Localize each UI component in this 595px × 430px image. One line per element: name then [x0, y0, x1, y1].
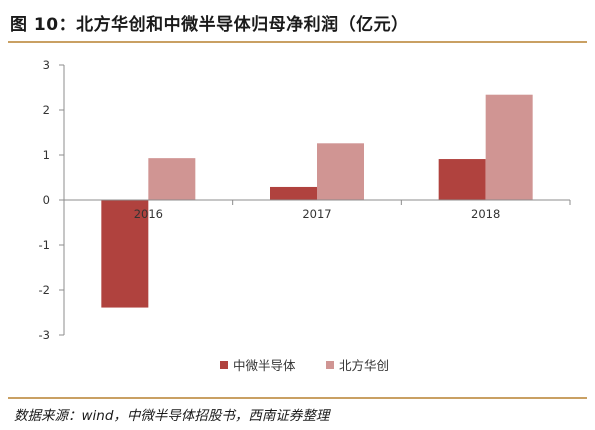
- source-divider: [8, 397, 587, 399]
- bar-beifang-2016: [148, 158, 196, 200]
- x-tick-label: 2018: [471, 207, 500, 221]
- bar-zhongwei-2018: [438, 159, 486, 200]
- y-tick-label: -3: [39, 328, 50, 342]
- legend-label: 北方华创: [339, 358, 389, 373]
- x-tick-label: 2017: [302, 207, 331, 221]
- legend-swatch: [326, 361, 334, 369]
- bar-zhongwei-2017: [270, 186, 317, 200]
- bar-beifang-2017: [317, 143, 364, 200]
- legend: 中微半导体 北方华创: [220, 358, 389, 373]
- figure-title: 图 10：北方华创和中微半导体归母净利润（亿元）: [10, 15, 409, 35]
- y-tick-label: 0: [43, 193, 50, 207]
- y-tick-label: 2: [43, 103, 50, 117]
- legend-swatch: [220, 361, 228, 369]
- y-tick-label: -1: [39, 238, 50, 252]
- y-tick-label: -2: [39, 283, 50, 297]
- bars: [101, 94, 533, 308]
- x-axis: 2016 2017 2018: [63, 199, 571, 221]
- bar-zhongwei-2016: [101, 200, 149, 308]
- y-tick-label: 1: [43, 148, 50, 162]
- y-tick-label: 3: [43, 58, 50, 72]
- bar-beifang-2018: [485, 94, 533, 200]
- legend-label: 中微半导体: [233, 358, 296, 373]
- x-tick-label: 2016: [134, 207, 163, 221]
- source-note: 数据来源：wind，中微半导体招股书，西南证券整理: [14, 408, 330, 424]
- y-axis: -3 -2 -1 0 1 2 3: [39, 58, 65, 342]
- title-divider: [8, 41, 587, 43]
